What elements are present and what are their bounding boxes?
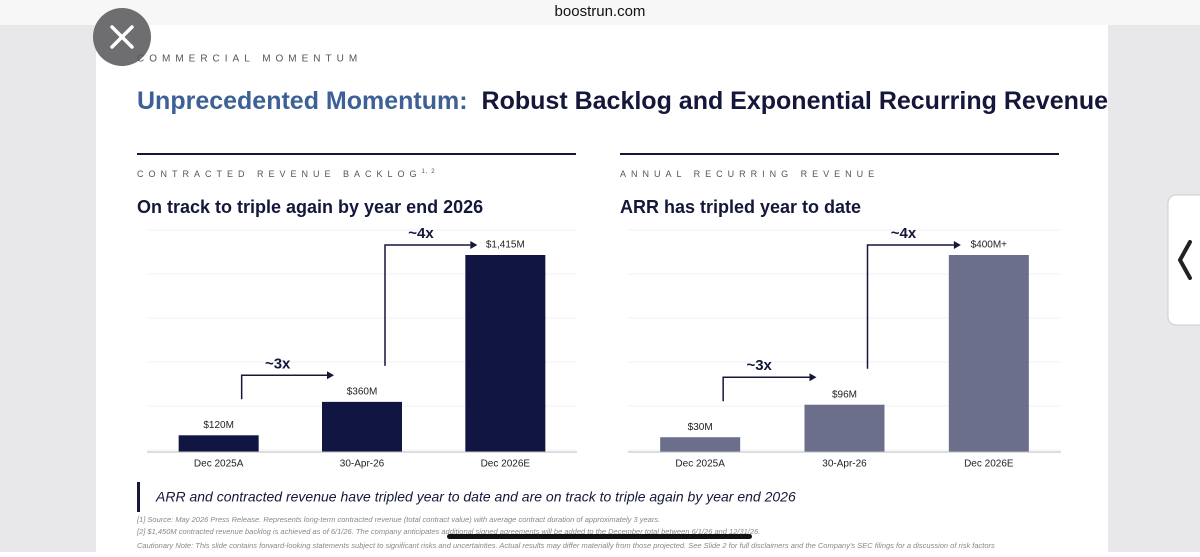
chart-title: ARR has tripled year to date [620,197,861,217]
footnote: Cautionary Note: This slide contains for… [137,541,995,550]
value-label: $120M [203,420,234,431]
bar [660,437,741,452]
value-label: $360M [347,387,378,398]
value-label: $400M+ [971,240,1008,251]
x-tick-label: Dec 2026E [964,459,1014,470]
value-label: $96M [832,389,857,400]
bar [804,404,885,452]
arrow [384,244,471,366]
annotation: ~4x [408,225,434,242]
annotation: ~3x [265,355,291,372]
bar [465,255,546,452]
bar [322,401,402,452]
address-bar [0,0,1200,25]
chart-title: On track to triple again by year end 202… [137,197,483,217]
arrow-head [809,373,817,382]
callout-bar [137,482,140,512]
arrow [722,376,810,402]
label-text: ANNUAL RECURRING REVENUE [620,169,879,179]
x-tick-label: Dec 2025A [194,459,244,470]
header-rule [620,153,1059,155]
chart: ANNUAL RECURRING REVENUE ARR has tripled … [620,153,1061,470]
value-label: $30M [688,422,713,433]
x-tick-label: Dec 2026E [481,459,531,470]
slide [96,25,1108,552]
footnote: [2] $1,450M contracted revenue backlog i… [136,527,760,536]
charts: CONTRACTED REVENUE BACKLOG1, 2 On track t… [137,153,1061,470]
annotation: ~3x [746,357,772,374]
chart: CONTRACTED REVENUE BACKLOG1, 2 On track t… [137,153,577,470]
chart-label: CONTRACTED REVENUE BACKLOG1, 2 [137,169,436,180]
close-button[interactable] [93,8,151,66]
arrow [866,244,954,369]
arrow [240,374,327,400]
slide-title: Unprecedented Momentum: Robust Backlog a… [137,87,1108,115]
header-rule [137,153,576,155]
bar [948,255,1029,452]
x-tick-label: 30-Apr-26 [340,459,385,470]
callout: ARR and contracted revenue have tripled … [155,489,796,505]
title-highlight: Unprecedented Momentum: [137,87,468,115]
annotation: ~4x [891,225,917,242]
x-tick-label: Dec 2025A [675,459,725,470]
side-tab[interactable] [1167,194,1200,326]
url: boostrun.com [555,3,646,20]
value-label: $1,415M [486,240,525,251]
bar [178,435,259,452]
section-label: COMMERCIAL MOMENTUM [137,54,362,65]
home-indicator [447,534,752,539]
arrow-head [953,241,961,249]
arrow-head [470,241,478,249]
label-superscript: 1, 2 [422,169,436,175]
chart-label: ANNUAL RECURRING REVENUE [620,169,879,179]
arrow-head [327,371,334,380]
title-rest: Robust Backlog and Exponential Recurring… [482,87,1109,115]
footnote: [1] Source: May 2026 Press Release. Repr… [136,515,660,524]
label-text: CONTRACTED REVENUE BACKLOG [137,169,422,179]
x-tick-label: 30-Apr-26 [822,459,867,470]
